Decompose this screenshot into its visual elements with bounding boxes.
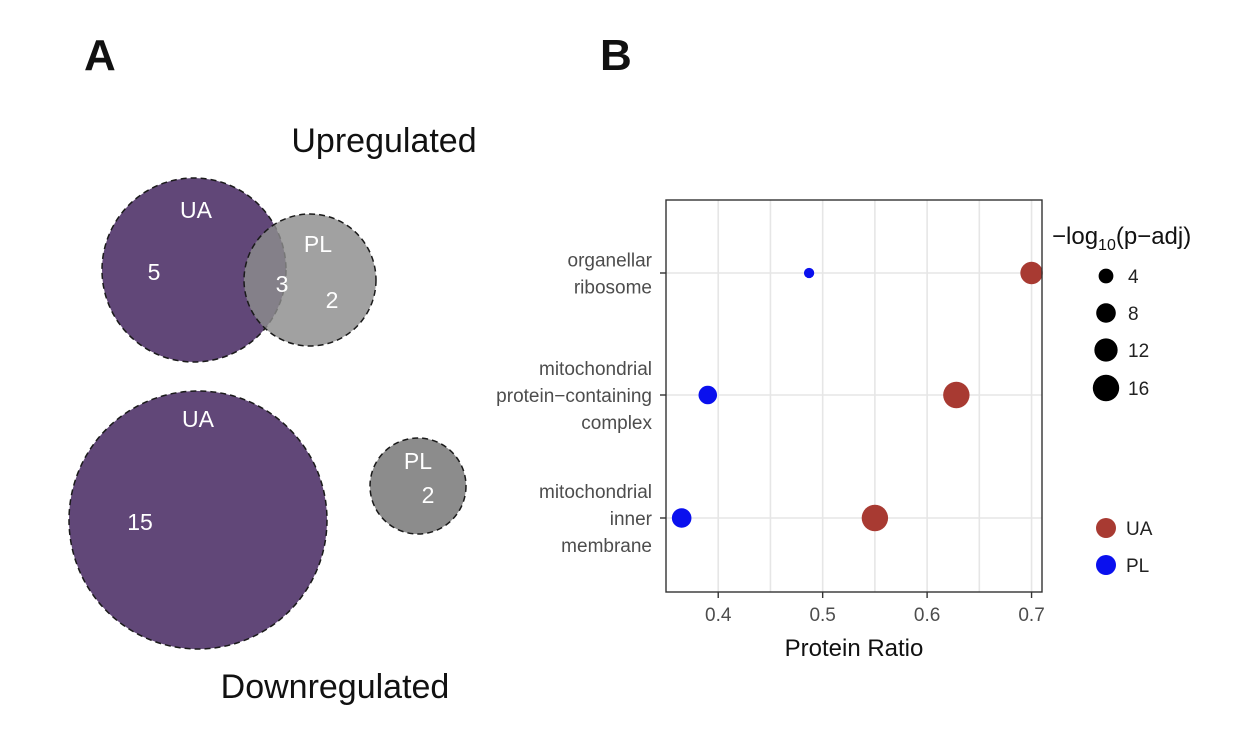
size-legend-title-subscript: 10 [1098,237,1116,254]
size-legend-label: 8 [1128,304,1139,325]
y-category-label: membrane [561,536,652,557]
size-legend-label: 4 [1128,267,1139,288]
x-axis-title: Protein Ratio [785,635,924,662]
data-point-pl [698,385,718,405]
venn-down-ua-label: UA [182,406,215,432]
venn-upregulated: UA 5 PL 3 2 [101,177,377,363]
y-category-label: inner [610,509,653,530]
y-category-label: complex [581,413,652,434]
y-axis: organellar ribosome mitochondrial protein−c… [496,251,666,557]
y-category-label: mitochondrial [539,359,652,380]
color-legend-marker-pl [1096,555,1116,575]
color-legend-label: PL [1126,556,1149,577]
color-legend-marker-ua [1096,518,1116,538]
venn-up-ua-count: 5 [148,259,161,285]
x-tick-label: 0.6 [914,605,940,626]
venn-down-pl-circle [369,437,467,535]
x-tick-label: 0.4 [705,605,732,626]
plot-panel-border [665,199,1043,593]
panel-b-letter: B [600,31,632,80]
size-legend-label: 16 [1128,379,1149,400]
venn-up-ua-label: UA [180,197,213,223]
plot-grid [666,200,1042,592]
data-point-ua [1020,261,1043,285]
venn-up-pl-count: 2 [326,287,339,313]
x-tick-label: 0.5 [809,605,835,626]
downregulated-title: Downregulated [221,668,450,706]
y-category-label: protein−containing [496,386,652,407]
venn-up-overlap-count: 3 [276,271,289,297]
y-category-label: organellar [568,251,653,272]
size-legend: −log10(p−adj) 4 8 12 16 [1052,223,1191,402]
y-category-label: ribosome [574,278,652,299]
venn-down-ua-count: 15 [127,509,153,535]
panel-a-letter: A [84,31,116,80]
venn-down-ua-circle [68,390,328,650]
size-legend-title: −log10(p−adj) [1052,223,1191,254]
data-point-pl [671,508,692,528]
size-legend-title-suffix: (p−adj) [1116,223,1191,250]
color-legend-label: UA [1126,519,1153,540]
venn-downregulated: UA 15 PL 2 [68,390,467,650]
venn-up-pl-circle [243,213,377,347]
size-legend-marker [1092,374,1120,402]
venn-down-pl-label: PL [404,448,432,474]
x-axis: 0.4 0.5 0.6 0.7 [705,592,1045,626]
upregulated-title: Upregulated [291,122,476,160]
y-category-label: mitochondrial [539,482,652,503]
data-point-ua [943,381,970,409]
size-legend-marker [1098,268,1114,284]
x-tick-label: 0.7 [1018,605,1044,626]
data-point-ua [861,504,889,532]
venn-up-pl-label: PL [304,231,332,257]
color-legend: UA PL [1096,518,1153,577]
data-point-pl [803,267,815,279]
plot-points [671,261,1043,532]
size-legend-label: 12 [1128,341,1149,362]
size-legend-marker [1096,303,1116,323]
size-legend-title-prefix: −log [1052,223,1098,250]
size-legend-marker [1094,338,1118,362]
venn-down-pl-count: 2 [422,482,435,508]
